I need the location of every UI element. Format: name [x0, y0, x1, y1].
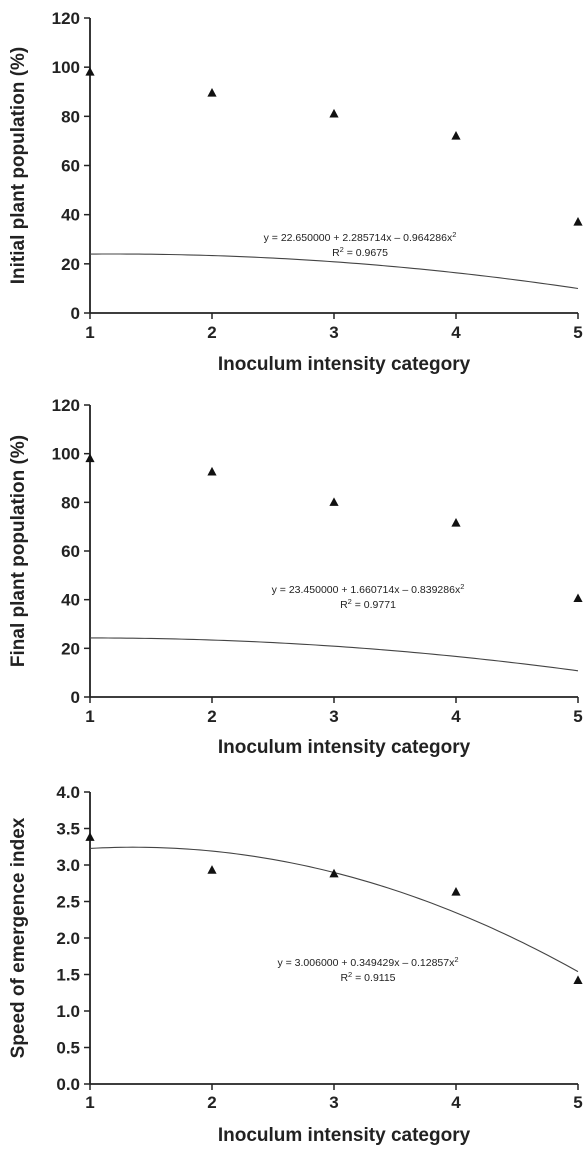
x-tick-label: 4 — [451, 1093, 461, 1112]
r-squared: R2 = 0.9771 — [340, 597, 396, 611]
y-tick-label: 4.0 — [56, 783, 80, 802]
data-point — [451, 518, 461, 527]
data-point — [573, 217, 583, 226]
data-point — [451, 131, 461, 140]
y-tick-label: 3.0 — [56, 856, 80, 875]
data-point — [573, 593, 583, 603]
x-tick-label: 1 — [85, 1093, 94, 1112]
x-axis-title: Inoculum intensity category — [218, 1125, 471, 1146]
y-tick-label: 80 — [61, 493, 80, 512]
equation-superscript: 2 — [454, 955, 458, 964]
r-squared-value: = 0.9675 — [344, 247, 388, 259]
r-squared-superscript: 2 — [348, 597, 352, 606]
data-point — [85, 453, 95, 463]
y-tick-label: 120 — [52, 396, 80, 415]
trend-line — [89, 253, 579, 290]
data-point — [207, 865, 217, 874]
r-squared-value: = 0.9115 — [352, 972, 395, 984]
x-tick-label: 5 — [573, 1093, 582, 1112]
x-tick-label: 1 — [85, 323, 94, 342]
y-tick-label: 80 — [61, 107, 80, 126]
r-squared-symbol: R — [340, 972, 348, 984]
y-tick-label: 1.0 — [56, 1002, 80, 1021]
x-tick-label: 5 — [573, 323, 582, 342]
chart-svg: 0 20 40 60 80 100 120 1 2 3 4 5 Inoculum intensity c… — [8, 9, 583, 375]
x-tick-label: 2 — [207, 1093, 216, 1112]
data-point — [85, 67, 95, 76]
chart-final-plant-population: 0 20 40 60 80 100 120 1 2 3 4 5 Inoculum intensity c… — [0, 384, 583, 768]
regression-equation: y = 23.450000 + 1.660714x – 0.839286x2 — [272, 582, 465, 596]
y-tick-label: 1.5 — [56, 966, 80, 985]
x-axis-title: Inoculum intensity category — [218, 737, 471, 758]
r-squared-symbol: R — [340, 599, 348, 611]
regression-equation: y = 22.650000 + 2.285714x – 0.964286x2 — [264, 230, 457, 244]
chart-initial-plant-population: 0 20 40 60 80 100 120 1 2 3 4 5 Inoculum intensity c… — [0, 0, 583, 384]
r-squared: R2 = 0.9675 — [332, 245, 388, 259]
r-squared-superscript: 2 — [348, 970, 352, 979]
x-tick-label: 5 — [573, 707, 582, 726]
x-tick-label: 3 — [329, 707, 338, 726]
regression-equation: y = 3.006000 + 0.349429x – 0.12857x2 — [277, 955, 458, 969]
chart-svg: 0 20 40 60 80 100 120 1 2 3 4 5 Inoculum intensity c… — [8, 396, 583, 758]
equation-superscript: 2 — [460, 582, 464, 591]
y-tick-label: 120 — [52, 9, 80, 28]
x-tick-label: 2 — [207, 707, 216, 726]
chart-speed-of-emergence: 0.0 0.5 1.0 1.5 2.0 2.5 3.0 3.5 4.0 1 2 3 4 5 Inoculum… — [0, 768, 583, 1152]
y-tick-label: 60 — [61, 157, 80, 176]
y-tick-label: 3.5 — [56, 820, 80, 839]
y-tick-label: 100 — [52, 445, 80, 464]
equation-text: y = 22.650000 + 2.285714x – 0.964286x — [264, 232, 453, 244]
y-tick-label: 0.0 — [56, 1075, 80, 1094]
y-tick-label: 0.5 — [56, 1039, 80, 1058]
data-point — [329, 497, 339, 506]
x-tick-label: 4 — [451, 707, 461, 726]
r-squared-symbol: R — [332, 247, 340, 259]
y-axis-title: Speed of emergence index — [8, 817, 29, 1058]
y-tick-label: 20 — [61, 255, 80, 274]
x-tick-label: 4 — [451, 323, 461, 342]
r-squared-value: = 0.9771 — [352, 599, 396, 611]
x-tick-label: 1 — [85, 707, 94, 726]
y-tick-label: 40 — [61, 591, 80, 610]
y-tick-label: 60 — [61, 542, 80, 561]
data-point — [207, 466, 217, 476]
x-tick-label: 3 — [329, 1093, 338, 1112]
y-tick-label: 40 — [61, 206, 80, 225]
x-tick-label: 3 — [329, 323, 338, 342]
data-point — [329, 108, 339, 118]
y-tick-label: 0 — [71, 304, 80, 323]
equation-superscript: 2 — [452, 230, 456, 239]
y-tick-label: 2.0 — [56, 929, 80, 948]
data-point — [85, 832, 95, 841]
y-axis-title: Final plant population (%) — [8, 435, 29, 667]
equation-text: y = 3.006000 + 0.349429x – 0.12857x — [277, 957, 455, 969]
trend-line — [89, 637, 579, 672]
y-tick-label: 0 — [71, 688, 80, 707]
x-axis-title: Inoculum intensity category — [218, 354, 471, 375]
trend-line — [89, 846, 579, 973]
y-tick-label: 20 — [61, 639, 80, 658]
equation-text: y = 23.450000 + 1.660714x – 0.839286x — [272, 584, 461, 596]
data-point — [451, 887, 461, 896]
y-axis-title: Initial plant population (%) — [8, 47, 29, 284]
data-point — [329, 868, 339, 878]
x-tick-label: 2 — [207, 323, 216, 342]
y-tick-label: 100 — [52, 58, 80, 77]
r-squared: R2 = 0.9115 — [340, 970, 395, 984]
data-point — [573, 975, 583, 984]
chart-svg: 0.0 0.5 1.0 1.5 2.0 2.5 3.0 3.5 4.0 1 2 3 4 5 Inoculum… — [8, 783, 583, 1146]
data-point — [207, 87, 217, 97]
r-squared-superscript: 2 — [340, 245, 344, 254]
y-tick-label: 2.5 — [56, 893, 80, 912]
